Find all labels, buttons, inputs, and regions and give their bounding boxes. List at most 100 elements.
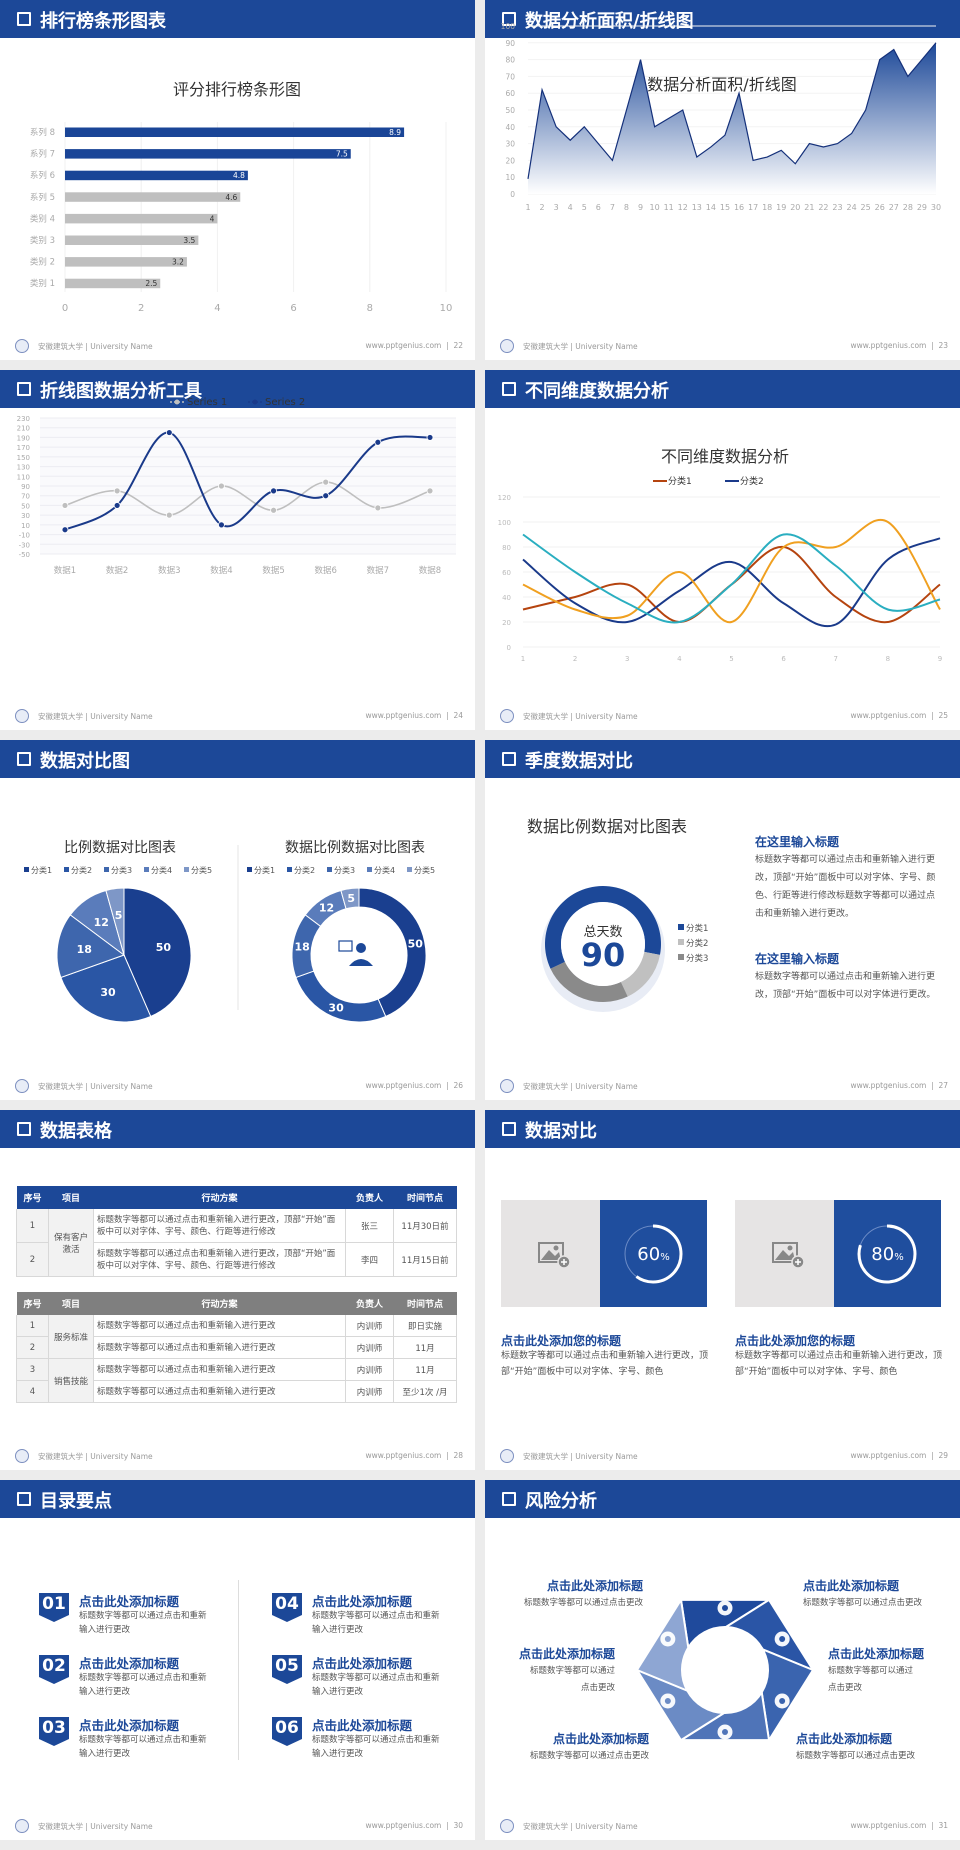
- cell-plan: 标题数字等都可以通过点击和重新输入进行更改，顶部“开始”面板中可以对字体、字号、…: [93, 1208, 346, 1243]
- legend-swatch: [327, 867, 332, 872]
- bar: [65, 278, 161, 289]
- cell-no: 2: [16, 1336, 49, 1359]
- x-tick-label: 22: [818, 203, 828, 212]
- x-tick-label: 数据7: [367, 565, 389, 576]
- slide-title: 折线图数据分析工具: [40, 381, 202, 402]
- page-number: 22: [453, 341, 463, 350]
- column-header: 项目: [61, 1299, 80, 1310]
- slide-22: 排行榜条形图表 安徽建筑大学 | University Name www.ppt…: [0, 0, 475, 360]
- text-block-body: 标题数字等都可以通过点击和重新输入进行更改，顶部“开始”面板中可以对字体、字号、…: [755, 855, 936, 919]
- slide-header: 目录要点: [0, 1480, 475, 1518]
- add-image-icon: [772, 1242, 805, 1269]
- x-tick-label: 数据4: [210, 565, 232, 576]
- slide-footer: 安徽建筑大学 | University Name www.pptgenius.c…: [485, 1078, 960, 1094]
- cell-owner: 内训师: [345, 1314, 394, 1337]
- x-tick-label: 18: [762, 203, 772, 212]
- item-body: 标题数字等都可以通过点击和重新输入进行更改: [312, 1611, 440, 1635]
- pie-slice: [123, 887, 192, 1018]
- slice-value-label: 50: [156, 941, 172, 954]
- cell-no: 4: [16, 1380, 49, 1403]
- y-tick-label: 0: [507, 644, 511, 652]
- legend-label: 分类1: [31, 865, 52, 875]
- footer-site: www.pptgenius.com | 23: [850, 341, 948, 350]
- legend-swatch: [247, 867, 252, 872]
- donut-hole: [561, 902, 645, 986]
- x-tick-label: 17: [748, 203, 758, 212]
- y-tick-label: 60: [505, 89, 515, 98]
- page-number: 28: [453, 1451, 463, 1460]
- checkbox-square-icon: [17, 1122, 31, 1136]
- slice-value-label: 18: [77, 943, 92, 956]
- series-line: [522, 518, 941, 624]
- building-icon: [660, 1693, 676, 1709]
- column-header: 序号: [23, 1193, 42, 1204]
- progress-unit: %: [894, 1252, 904, 1263]
- customer-service-icon: [338, 940, 373, 966]
- cell-plan: 标题数字等都可以通过点击和重新输入进行更改: [93, 1358, 346, 1381]
- cell-time: 11月: [393, 1336, 457, 1359]
- slice-value-label: 5: [347, 892, 355, 905]
- number-badge: 04: [272, 1593, 302, 1622]
- x-tick-label: 11: [664, 203, 674, 212]
- donut-slice: [550, 961, 628, 1002]
- x-tick-label: 16: [734, 203, 744, 212]
- checkbox-square-icon: [502, 752, 516, 766]
- bar-value-label: 4: [210, 214, 215, 223]
- legend-marker: [252, 399, 258, 405]
- university-logo-icon: [500, 709, 514, 723]
- hand-yen-icon: [660, 1631, 676, 1647]
- table-row: 2 标题数字等都可以通过点击和重新输入进行更改，顶部“开始”面板中可以对字体、字号…: [16, 1242, 457, 1277]
- series-line: [64, 431, 431, 531]
- x-tick-label: 5: [729, 655, 733, 663]
- risk-item-body: 标题数字等都可以通过点击更改: [529, 1666, 615, 1693]
- add-image-icon: [538, 1242, 571, 1269]
- x-tick-label: 14: [706, 203, 716, 212]
- image-placeholder[interactable]: [735, 1200, 834, 1307]
- x-tick-label: 28: [903, 203, 913, 212]
- y-tick-label: 80: [502, 544, 511, 552]
- pie-slice: [105, 887, 125, 956]
- card-body: 标题数字等都可以通过点击和重新输入进行更改，顶部“开始”面板中可以对字体、字号、…: [735, 1351, 943, 1377]
- image-placeholder[interactable]: [501, 1200, 600, 1307]
- data-point: [374, 438, 382, 446]
- slide-footer: 安徽建筑大学 | University Name www.pptgenius.c…: [0, 1818, 475, 1834]
- slide-title: 数据对比: [525, 1121, 597, 1142]
- footer-site: www.pptgenius.com | 25: [850, 711, 948, 720]
- slide-title: 风险分析: [525, 1491, 597, 1512]
- y-tick-label: 100: [501, 22, 516, 31]
- x-tick-label: 6: [781, 655, 786, 663]
- series-line: [522, 537, 941, 628]
- column-header: 时间节点: [406, 1193, 443, 1204]
- x-tick-label: 数据5: [262, 565, 284, 576]
- bar-value-label: 3.2: [172, 258, 184, 267]
- footer-site: www.pptgenius.com | 26: [365, 1081, 463, 1090]
- footer-site: www.pptgenius.com | 29: [850, 1451, 948, 1460]
- column-header: 行动方案: [201, 1193, 238, 1204]
- slide-footer: 安徽建筑大学 | University Name www.pptgenius.c…: [485, 1448, 960, 1464]
- slide-28: 数据表格 安徽建筑大学 | University Name www.pptgen…: [0, 1110, 475, 1470]
- slice-value-label: 30: [100, 986, 116, 999]
- slice-value-label: 12: [94, 916, 109, 929]
- slide-header: 不同维度数据分析: [485, 370, 960, 408]
- legend-swatch: [24, 867, 29, 872]
- y-tick-label: 20: [505, 156, 515, 165]
- bar-value-label: 4.8: [233, 171, 245, 180]
- category-label: 系列 5: [30, 192, 55, 203]
- slide-23: 数据分析面积/折线图 安徽建筑大学 | University Name www.…: [485, 0, 960, 360]
- footer-university: 安徽建筑大学 | University Name: [523, 1822, 638, 1831]
- slide-title: 数据分析面积/折线图: [525, 11, 694, 32]
- bar-chart: 评分排行榜条形图 0 2 4 6 8 10 8.9 系列 8 7.5 系列 7 4.8 系列 6 4.6 系…: [30, 80, 452, 314]
- bar: [65, 192, 241, 202]
- text-block-body: 标题数字等都可以通过点击和重新输入进行更改，顶部“开始”面板中可以对字体进行更改…: [755, 972, 936, 1000]
- legend-marker: [174, 399, 180, 405]
- x-tick-label: 8: [624, 203, 629, 212]
- slide-header: 数据对比: [485, 1110, 960, 1148]
- slide-30: 目录要点 安徽建筑大学 | University Name www.pptgen…: [0, 1480, 475, 1840]
- x-tick-label: 15: [720, 203, 730, 212]
- x-tick-label: 3: [554, 203, 559, 212]
- chart-title: 评分排行榜条形图: [173, 80, 301, 99]
- checkbox-square-icon: [502, 382, 516, 396]
- x-tick-label: 数据6: [315, 565, 337, 576]
- university-logo-icon: [500, 1449, 514, 1463]
